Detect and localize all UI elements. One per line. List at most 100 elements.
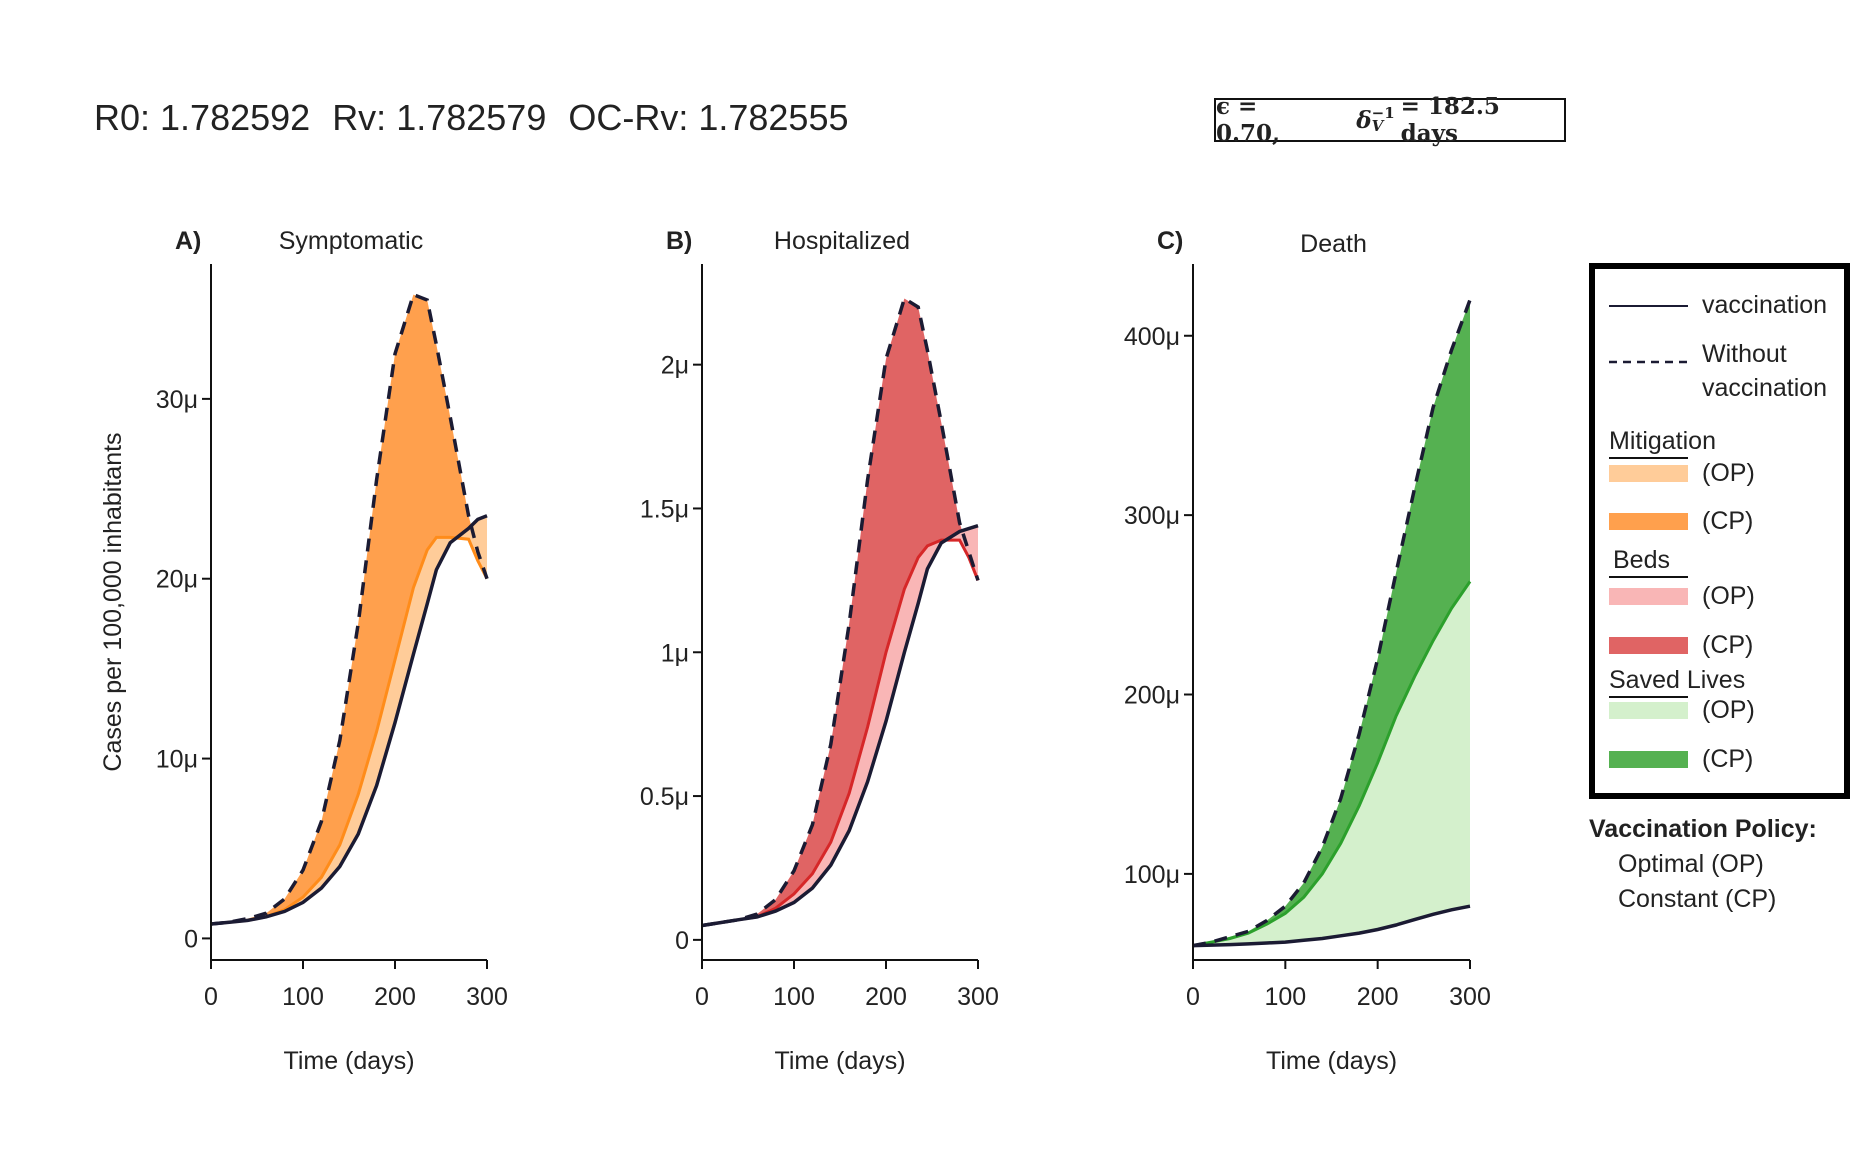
x-tick-label: 200 [865, 983, 907, 1011]
y-tick-label: 100μ [1124, 861, 1180, 889]
swatch-saved-op [1609, 702, 1688, 719]
legend-item-mitigation-cp: (CP) [1609, 507, 1753, 536]
legend-group-mitigation: Mitigation [1609, 427, 1716, 459]
legend-label-vaccination: vaccination [1702, 291, 1828, 319]
legend-label-beds-cp: (CP) [1702, 631, 1754, 659]
legend-item-beds-op: (OP) [1609, 582, 1755, 611]
legend-underline [1609, 457, 1688, 459]
x-tick-label: 100 [1264, 983, 1306, 1011]
legend-label-beds-op: (OP) [1702, 582, 1755, 610]
legend-label-without-line2: vaccination [1702, 374, 1828, 402]
x-tick-label: 300 [1449, 983, 1491, 1011]
x-axis-label: Time (days) [283, 1047, 414, 1075]
dashed-line-swatch [1609, 360, 1688, 364]
x-tick-label: 0 [1186, 983, 1200, 1011]
legend-group-beds: Beds [1609, 546, 1688, 578]
swatch-saved-cp [1609, 751, 1688, 768]
area-op-fill [211, 515, 487, 924]
legend-item-saved-op: (OP) [1609, 696, 1755, 725]
y-tick-label: 300μ [1124, 502, 1180, 530]
legend-label-mitigation-cp: (CP) [1702, 507, 1754, 535]
epsilon-text: ϵ = 0.70, [1216, 93, 1281, 147]
reproduction-numbers: R0: 1.782592 Rv: 1.782579 OC-Rv: 1.782555 [94, 97, 871, 139]
panel-letter: A) [175, 227, 201, 255]
x-tick-label: 100 [773, 983, 815, 1011]
parameter-box: ϵ = 0.70, δ −1 V = 182.5 days [1214, 93, 1566, 147]
chart-panel-1: 0 100 200 300 0 10μ 20μ 30μ A) Symptomatic Time (d… [99, 227, 508, 1075]
vaccination-policy-note: Vaccination Policy: Optimal (OP) Constan… [1589, 815, 1817, 914]
legend-label-saved-cp: (CP) [1702, 745, 1754, 773]
chart-panel-3: 0 100 200 300 100μ 200μ 300μ 400μ C) Death Time (d… [1124, 227, 1491, 1075]
swatch-mitigation-op [1609, 465, 1688, 482]
y-tick-label: 20μ [156, 566, 198, 594]
delta-symbol: δ [1356, 106, 1372, 134]
area-op-fill [702, 525, 978, 926]
legend-label-without-line1: Without [1702, 340, 1787, 368]
legend-underline [1609, 576, 1688, 578]
y-tick-label: 10μ [156, 746, 198, 774]
delta-subscript: V [1371, 117, 1384, 135]
swatch-mitigation-cp [1609, 513, 1688, 530]
legend-group-saved-lives: Saved Lives [1609, 666, 1746, 698]
legend-label-mitigation-op: (OP) [1702, 459, 1755, 487]
policy-constant: Constant (CP) [1618, 885, 1777, 913]
y-axis-label: Cases per 100,000 inhabitants [99, 432, 127, 771]
legend-item-without-vaccination: Without vaccination [1609, 337, 1827, 405]
y-tick-label: 400μ [1124, 323, 1180, 351]
y-tick-label: 2μ [661, 352, 689, 380]
y-tick-label: 0.5μ [640, 783, 689, 811]
legend: vaccination Without vaccination Mitigatio… [1589, 263, 1850, 799]
legend-item-beds-cp: (CP) [1609, 631, 1753, 660]
legend-item-saved-cp: (CP) [1609, 745, 1753, 774]
y-tick-label: 1μ [661, 639, 689, 667]
panel-title: Hospitalized [774, 227, 910, 255]
x-tick-label: 0 [695, 983, 709, 1011]
rv-value: Rv: 1.782579 [332, 97, 547, 138]
legend-item-vaccination: vaccination [1609, 291, 1827, 320]
line-vaccination-cp [210, 514, 488, 926]
policy-title: Vaccination Policy: [1589, 815, 1817, 843]
legend-group-title-mitigation: Mitigation [1609, 427, 1716, 455]
chart-panel-2: 0 100 200 300 0 0.5μ 1μ 1.5μ 2μ B) Hospitalized Tim… [640, 227, 999, 1075]
line-without-vaccination [701, 295, 980, 928]
panel-letter: C) [1157, 227, 1183, 255]
legend-label-saved-op: (OP) [1702, 696, 1755, 724]
x-tick-label: 200 [1357, 983, 1399, 1011]
y-tick-label: 0 [184, 925, 198, 953]
area-op-fill [1193, 581, 1470, 946]
legend-group-title-saved-lives: Saved Lives [1609, 666, 1746, 694]
x-tick-label: 200 [374, 983, 416, 1011]
panel-title: Symptomatic [279, 227, 423, 255]
legend-item-mitigation-op: (OP) [1609, 459, 1755, 488]
x-axis-label: Time (days) [774, 1047, 905, 1075]
x-tick-label: 100 [282, 983, 324, 1011]
x-axis-label: Time (days) [1266, 1047, 1397, 1075]
panel-title: Death [1300, 230, 1367, 258]
x-tick-label: 300 [957, 983, 999, 1011]
area-cp-fill [1193, 299, 1470, 946]
legend-group-title-beds: Beds [1613, 546, 1670, 574]
x-tick-label: 0 [204, 983, 218, 1011]
swatch-beds-cp [1609, 637, 1688, 654]
r0-value: R0: 1.782592 [94, 97, 311, 138]
delta-value: = 182.5 days [1400, 93, 1500, 147]
y-tick-label: 0 [675, 927, 689, 955]
area-cp-fill [702, 298, 978, 926]
line-vaccination-cp [1192, 904, 1471, 948]
policy-optimal: Optimal (OP) [1618, 850, 1764, 878]
line-without-vaccination [210, 292, 489, 926]
delta-superscript: −1 [1371, 104, 1395, 122]
line-without-vaccination [1192, 299, 1472, 948]
line-vaccination-cp [701, 524, 979, 928]
y-tick-label: 30μ [156, 386, 198, 414]
swatch-beds-op [1609, 588, 1688, 605]
area-cp-fill [211, 294, 487, 925]
x-tick-label: 300 [466, 983, 508, 1011]
solid-line-swatch [1609, 304, 1688, 307]
y-tick-label: 200μ [1124, 682, 1180, 710]
y-tick-label: 1.5μ [640, 495, 689, 523]
panel-letter: B) [666, 227, 692, 255]
legend-label-without-vaccination: Without vaccination [1702, 337, 1827, 405]
legend-underline [1609, 696, 1688, 698]
